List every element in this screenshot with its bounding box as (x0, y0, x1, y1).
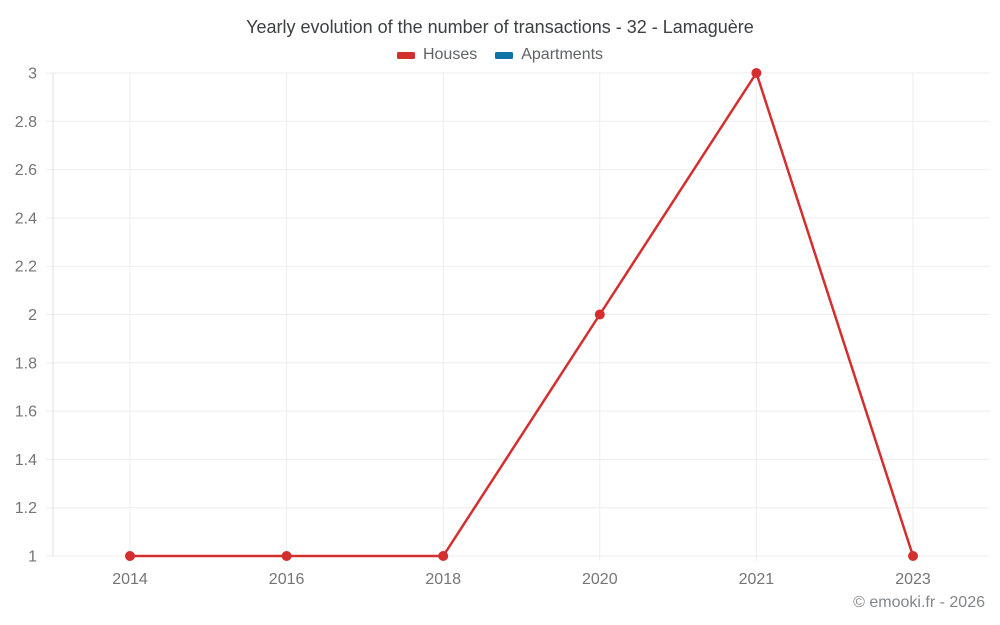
y-tick-label: 2.2 (15, 259, 37, 276)
x-tick-label: 2020 (582, 571, 618, 588)
y-tick-label: 1.4 (15, 452, 37, 469)
x-tick-label: 2016 (269, 571, 305, 588)
x-tick-label: 2021 (739, 571, 775, 588)
y-tick-label: 2.4 (15, 210, 37, 227)
y-tick-label: 2 (28, 307, 37, 324)
legend-item-apartments[interactable]: Apartments (495, 46, 603, 64)
y-tick-label: 1.2 (15, 500, 37, 517)
x-tick-label: 2018 (425, 571, 461, 588)
legend: Houses Apartments (0, 45, 1000, 65)
series-line-houses (128, 71, 915, 558)
legend-label-houses: Houses (422, 46, 478, 63)
y-tick-label: 1.8 (15, 355, 37, 372)
point-houses-2021[interactable] (751, 68, 762, 78)
point-houses-2018[interactable] (438, 551, 449, 561)
x-tick-label: 2014 (112, 571, 148, 588)
x-tick-label: 2023 (895, 571, 931, 588)
y-tick-label: 1 (28, 549, 37, 566)
apartments-swatch-icon (495, 51, 514, 59)
point-houses-2014[interactable] (125, 551, 135, 561)
copyright: © emooki.fr - 2026 (853, 594, 985, 611)
y-tick-label: 2.8 (15, 114, 37, 131)
y-tick-label: 3 (28, 66, 37, 83)
legend-label-apartments: Apartments (521, 46, 604, 63)
legend-item-houses[interactable]: Houses (396, 46, 478, 64)
y-tick-label: 2.6 (15, 162, 37, 179)
chart-title: Yearly evolution of the number of transa… (246, 17, 754, 37)
point-houses-2016[interactable] (281, 551, 292, 561)
point-houses-2020[interactable] (594, 309, 605, 320)
y-tick-label: 1.6 (15, 404, 37, 421)
houses-swatch-icon (396, 51, 415, 59)
point-houses-2023[interactable] (908, 551, 918, 561)
